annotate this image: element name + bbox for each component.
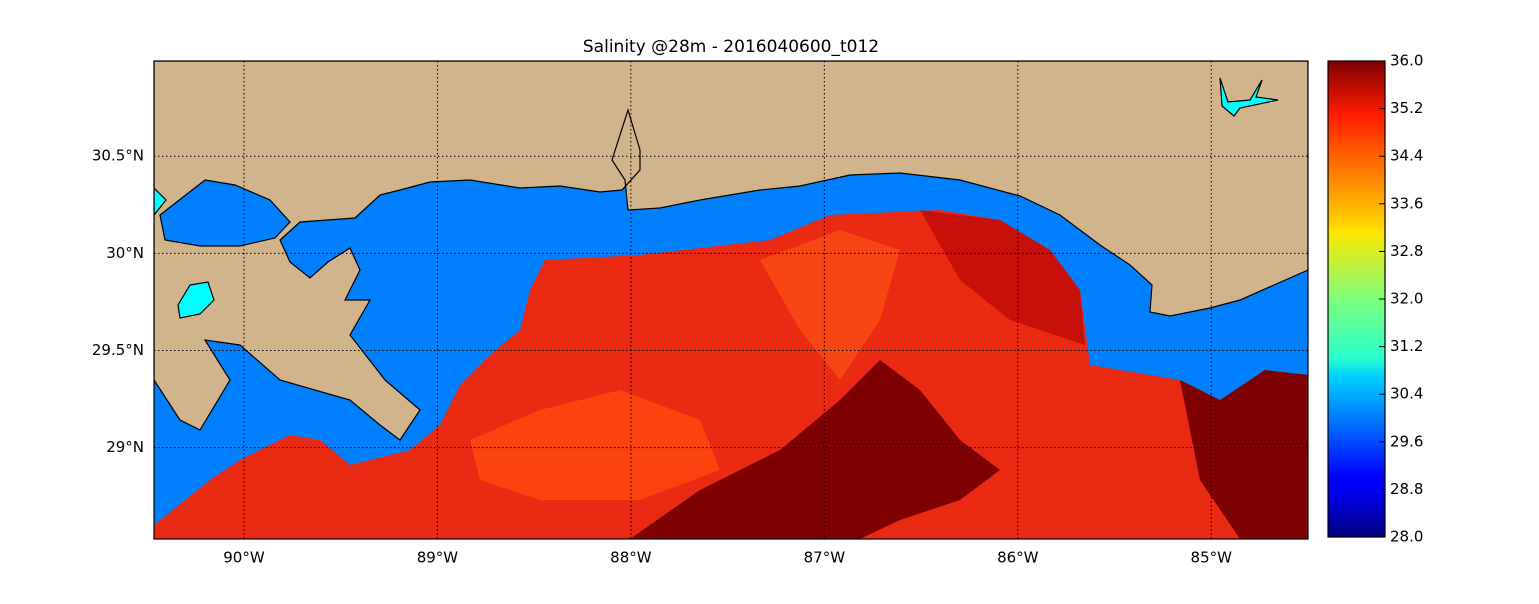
lake (159, 179, 291, 247)
y-tick-label: 30°N (106, 244, 144, 262)
lake (154, 187, 167, 216)
y-tick-label: 29°N (106, 438, 144, 456)
colorbar-tick-label: 31.2 (1390, 337, 1423, 355)
salinity-field (1180, 370, 1308, 539)
x-tick-label: 87°W (804, 549, 846, 567)
salinity-field (630, 360, 1000, 539)
salinity-field (760, 230, 900, 380)
colorbar-tick-label: 30.4 (1390, 385, 1423, 403)
y-tick-label: 30.5°N (92, 147, 144, 165)
colorbar-tick-label: 29.6 (1390, 432, 1423, 450)
colorbar-tick-label: 28.0 (1390, 528, 1423, 546)
colorbar-tick-label: 36.0 (1390, 52, 1423, 70)
colorbar (1327, 60, 1386, 538)
chart-title: Salinity @28m - 2016040600_t012 (583, 37, 879, 57)
x-tick-label: 89°W (417, 549, 459, 567)
lake (1219, 77, 1279, 117)
x-tick-label: 86°W (997, 549, 1039, 567)
grid (154, 61, 1308, 539)
colorbar-tick-label: 32.8 (1390, 242, 1423, 260)
lake (177, 281, 215, 319)
colorbar-tick-label: 33.6 (1390, 194, 1423, 212)
x-tick-label: 88°W (610, 549, 652, 567)
salinity-field (470, 390, 720, 500)
map-area (154, 61, 1308, 539)
colorbar-tick-label: 32.0 (1390, 290, 1423, 308)
colorbar-tick-label: 34.4 (1390, 147, 1423, 165)
salinity-field (920, 210, 1085, 345)
colorbar-tick-label: 28.8 (1390, 480, 1423, 498)
x-tick-label: 85°W (1191, 549, 1233, 567)
x-tick-label: 90°W (223, 549, 265, 567)
colorbar-tick-label: 35.2 (1390, 99, 1423, 117)
y-tick-label: 29.5°N (92, 341, 144, 359)
plot-frame (153, 60, 1309, 540)
